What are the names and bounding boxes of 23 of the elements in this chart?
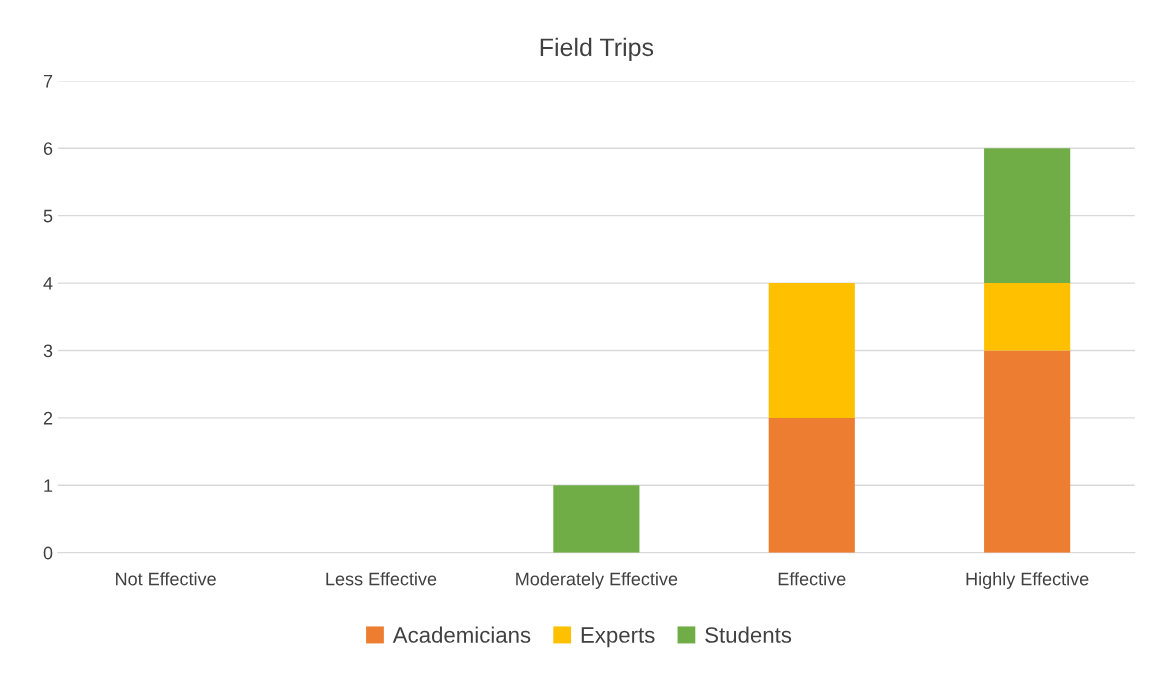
bar [553, 485, 640, 553]
bar [984, 350, 1071, 553]
y-tick-label: 6 [43, 142, 53, 155]
chart-title: Field Trips [540, 37, 654, 62]
y-tick-label: 7 [43, 75, 53, 88]
y-tick-label: 4 [43, 277, 53, 290]
y-tick-label: 1 [44, 479, 53, 492]
bar [984, 148, 1071, 284]
x-tick-label: Effective [778, 572, 846, 586]
legend-label: Academicians [392, 626, 531, 643]
bar [768, 417, 855, 553]
bar [768, 283, 855, 418]
y-tick-label: 5 [43, 209, 53, 223]
legend-label: Experts [581, 627, 655, 648]
y-tick-label: 3 [43, 344, 53, 358]
y-tick-label: 0 [43, 546, 53, 560]
x-tick-label: Moderately Effective [516, 572, 678, 589]
x-tick-label: Highly Effective [966, 572, 1089, 589]
y-tick-label: 2 [43, 411, 53, 425]
bar [984, 283, 1071, 351]
x-tick-label: Not Effective [116, 572, 216, 586]
legend-label: Students [705, 626, 792, 643]
x-tick-label: Less Effective [326, 572, 437, 586]
